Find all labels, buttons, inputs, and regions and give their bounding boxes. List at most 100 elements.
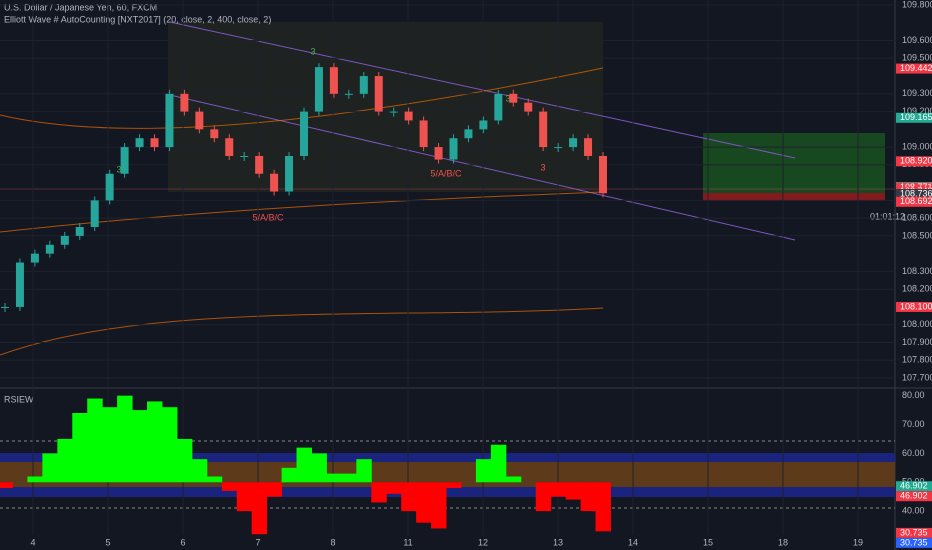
rsi-bar <box>311 453 327 483</box>
x-tick-label: 12 <box>478 537 488 547</box>
rsi-bar <box>206 476 223 483</box>
x-tick-label: 4 <box>30 537 35 547</box>
title: U.S. Dollar / Japanese Yen, 60, FXCM <box>4 2 157 12</box>
rsi-bar <box>0 482 13 489</box>
price-tag <box>896 156 932 167</box>
rsi-bar <box>27 476 43 483</box>
x-tick-label: 8 <box>330 537 335 547</box>
subtitle: Elliott Wave # AutoCounting [NXT2017] (2… <box>4 14 271 24</box>
y-tick-label: 40.00 <box>902 506 925 516</box>
candle <box>314 67 323 112</box>
rsi-bar <box>550 482 567 497</box>
rsi-bar <box>147 401 163 483</box>
candle <box>30 253 39 263</box>
candle <box>60 235 69 245</box>
rsi-bar <box>251 482 268 535</box>
wave-label: 5/A/B/C <box>430 168 462 178</box>
rsi-bar <box>132 410 148 483</box>
candle <box>389 111 398 113</box>
rsi-bar <box>266 482 283 497</box>
candle <box>494 93 503 121</box>
x-tick-label: 19 <box>853 537 863 547</box>
candle <box>270 173 279 192</box>
candle <box>300 111 308 156</box>
wave-label: 3 <box>116 164 121 174</box>
candle <box>135 138 144 148</box>
price-tag <box>896 112 932 123</box>
y-tick-label: 109.800 <box>902 0 932 9</box>
candle <box>509 93 518 103</box>
y-tick-label: 60.00 <box>902 448 925 458</box>
rsi-bar <box>42 453 58 483</box>
rsi-bar <box>341 473 357 483</box>
candle <box>180 93 189 112</box>
rsi-tag <box>896 491 932 502</box>
y-tick-label: 109.200 <box>902 106 932 116</box>
countdown: 01:01:12 <box>870 211 905 221</box>
candle <box>225 138 234 156</box>
rsi-bar <box>72 412 88 483</box>
candle <box>90 200 99 228</box>
candle <box>105 173 114 201</box>
y-tick-label: 70.00 <box>902 419 925 429</box>
rsi-bar <box>386 482 402 494</box>
rsi-bar <box>371 482 387 503</box>
candle <box>210 129 219 139</box>
rsi-bar <box>475 459 492 483</box>
rsi-bar <box>505 476 522 483</box>
x-tick-label: 5 <box>105 537 110 547</box>
x-tick-label: 14 <box>628 537 638 547</box>
rsi-bar <box>161 407 178 483</box>
wave-label: 3 <box>505 93 510 103</box>
rsi-bar <box>416 482 432 523</box>
x-tick-label: 11 <box>403 537 412 547</box>
candle <box>554 147 563 149</box>
wave-label: 5/A/B/C <box>252 212 284 222</box>
candle <box>374 76 383 112</box>
rsi-bar <box>102 407 118 483</box>
y-tick-label: 109.300 <box>902 88 932 98</box>
rsi-bar <box>117 395 133 483</box>
price-tag <box>896 301 932 312</box>
candle <box>344 93 353 95</box>
rsi-tag-label: 30.735 <box>900 527 928 537</box>
candle <box>569 138 578 148</box>
y-tick-label: 107.800 <box>902 355 932 365</box>
candle <box>524 102 533 112</box>
candle <box>449 138 458 160</box>
y-tick-label: 107.900 <box>902 337 932 347</box>
y-tick-label: 108.600 <box>902 213 932 223</box>
price-tag-label: 109.442 <box>900 63 932 73</box>
rsi-bar <box>565 482 582 500</box>
rsi-bar <box>490 444 507 483</box>
x-tick-label: 7 <box>255 537 260 547</box>
y-tick-label: 109.600 <box>902 35 932 45</box>
y-tick-label: 80.00 <box>902 390 925 400</box>
rsi-bar <box>87 398 103 483</box>
rsi-tag-label: 46.902 <box>900 481 928 491</box>
price-tag <box>896 63 932 74</box>
y-tick-label: 107.700 <box>902 372 932 382</box>
y-tick-label: 109.500 <box>902 53 932 63</box>
rsi-tag-label: 30.735 <box>900 537 928 547</box>
price-tag-label: 108.736 <box>900 188 932 198</box>
price-tag-label: 109.165 <box>900 112 932 122</box>
rsi-bar <box>281 467 298 483</box>
y-tick-label: 108.000 <box>902 319 932 329</box>
candle <box>419 120 428 148</box>
rsi-bar <box>296 447 312 483</box>
rsi-bar <box>326 473 342 483</box>
x-tick-label: 6 <box>180 537 185 547</box>
y-tick-label: 109.000 <box>902 141 932 151</box>
rsi-tag-label: 46.902 <box>900 491 928 501</box>
y-tick-label: 108.300 <box>902 266 932 276</box>
price-tag <box>896 196 932 207</box>
rsi-bar <box>191 459 208 483</box>
price-tag-label: 108.100 <box>900 301 932 311</box>
price-tag-label: 108.692 <box>900 196 932 206</box>
candle <box>285 155 294 192</box>
rsi-bar <box>431 482 447 529</box>
rsi-bar <box>595 482 611 532</box>
candle <box>359 76 368 94</box>
